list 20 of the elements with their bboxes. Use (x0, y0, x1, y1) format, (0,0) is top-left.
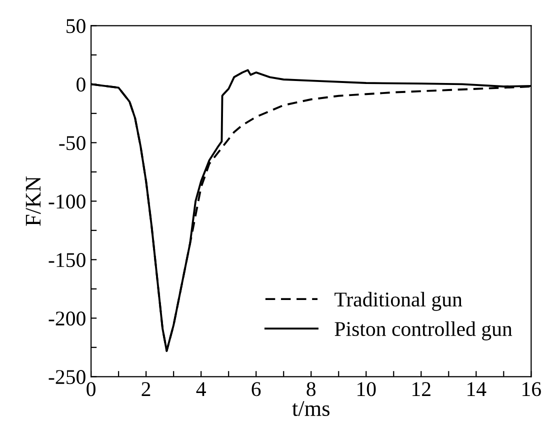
x-tick-label: 0 (86, 382, 96, 396)
legend-label: Traditional gun (334, 292, 462, 311)
x-tick-label: 4 (196, 382, 206, 396)
y-tick-label: -100 (48, 194, 86, 209)
y-tick-label: -50 (59, 136, 86, 150)
y-tick-label: -150 (48, 253, 86, 268)
x-tick-label: 16 (522, 382, 541, 396)
y-tick-label: -200 (48, 312, 86, 326)
y-tick-label: 50 (66, 19, 86, 34)
y-tick-label: 0 (76, 78, 86, 92)
y-axis-title: F/KN (26, 176, 41, 226)
x-tick-label: 14 (468, 382, 486, 396)
x-tick-label: 8 (306, 382, 316, 396)
x-tick-label: 2 (142, 382, 150, 396)
legend-label: Piston controlled gun (334, 321, 512, 340)
x-tick-label: 10 (358, 382, 376, 396)
x-tick-label: 12 (412, 382, 430, 396)
y-tick-label: -250 (48, 370, 86, 384)
x-axis-title: t/ms (292, 401, 330, 416)
x-tick-label: 6 (252, 382, 261, 396)
